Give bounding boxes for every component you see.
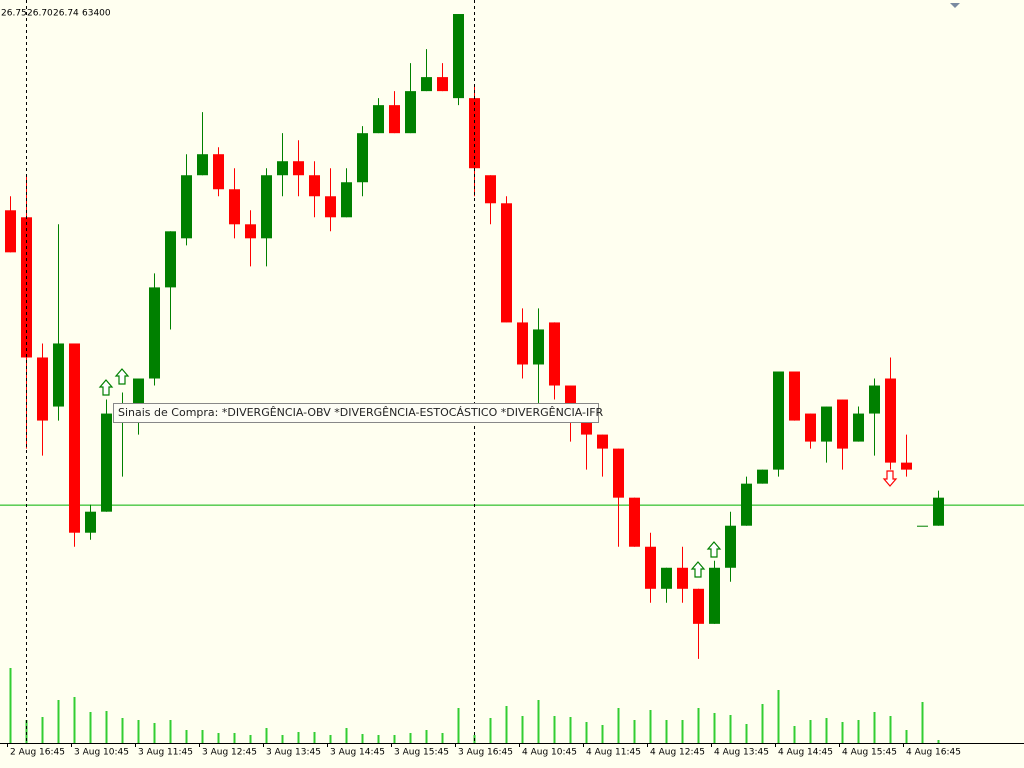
candle-body xyxy=(133,378,144,407)
candle-body xyxy=(373,105,384,134)
candle-body xyxy=(293,161,304,176)
candle-body xyxy=(645,546,656,589)
candle-body xyxy=(405,91,416,134)
candle-body xyxy=(37,357,48,421)
candle-body xyxy=(789,371,800,421)
buy-arrow xyxy=(706,541,722,558)
candle-body xyxy=(773,371,784,470)
tooltip-text: Sinais de Compra: *DIVERGÊNCIA-OBV *DIVE… xyxy=(118,406,604,419)
x-tick-label: 3 Aug 15:45 xyxy=(394,748,449,758)
x-tick-label: 3 Aug 16:45 xyxy=(458,748,513,758)
candle-body xyxy=(69,343,80,533)
candle-body xyxy=(517,322,528,365)
candle-body xyxy=(261,175,272,239)
candle-body xyxy=(149,287,160,379)
candle-body xyxy=(277,161,288,176)
candle-body xyxy=(341,182,352,218)
tooltip: Sinais de Compra: *DIVERGÊNCIA-OBV *DIVE… xyxy=(113,403,604,423)
candle-body xyxy=(597,434,608,449)
candle-body xyxy=(213,154,224,190)
header-value: 63400 xyxy=(82,9,111,19)
candle-body xyxy=(5,210,16,253)
x-tick-label: 3 Aug 14:45 xyxy=(330,748,385,758)
candle-body xyxy=(325,196,336,218)
candle-body xyxy=(869,385,880,414)
candle-body xyxy=(533,329,544,365)
x-tick-label: 3 Aug 13:45 xyxy=(266,748,321,758)
header-value: 26.75 xyxy=(1,9,27,19)
candle-body xyxy=(85,511,96,533)
candle-body xyxy=(901,462,912,470)
candle-body xyxy=(549,322,560,386)
candle-body xyxy=(885,378,896,463)
candle-body xyxy=(693,588,704,624)
x-tick-label: 2 Aug 16:45 xyxy=(10,748,65,758)
candle-body xyxy=(309,175,320,197)
candle-body xyxy=(629,497,640,547)
candle-body xyxy=(757,469,768,484)
x-tick-label: 4 Aug 16:45 xyxy=(906,748,961,758)
candle-body xyxy=(101,413,112,512)
candle-body xyxy=(21,217,32,358)
candle-body xyxy=(709,567,720,624)
candle-body xyxy=(501,203,512,323)
candle-body xyxy=(197,154,208,176)
tooltip-box xyxy=(113,403,599,423)
candle-body xyxy=(677,567,688,589)
candle-body xyxy=(53,343,64,407)
candle-body xyxy=(453,14,464,99)
plot xyxy=(0,14,1024,743)
candle-body xyxy=(613,448,624,498)
x-tick-label: 4 Aug 14:45 xyxy=(778,748,833,758)
x-tick-label: 4 Aug 13:45 xyxy=(714,748,769,758)
candle-body xyxy=(917,525,928,527)
x-tick-label: 3 Aug 10:45 xyxy=(74,748,129,758)
signal-arrows xyxy=(98,368,898,578)
buy-arrow xyxy=(690,561,706,578)
candle-body xyxy=(933,497,944,526)
candle-body xyxy=(357,133,368,183)
candle-body xyxy=(661,567,672,589)
candle-body xyxy=(853,413,864,442)
candle-body xyxy=(421,77,432,92)
x-tick-label: 4 Aug 15:45 xyxy=(842,748,897,758)
buy-arrow xyxy=(114,368,130,385)
ohlc-header: 26.75 26.70 26.74 63400 xyxy=(1,9,111,19)
candle-body xyxy=(725,525,736,568)
candle-body xyxy=(805,413,816,442)
x-tick-label: 3 Aug 11:45 xyxy=(138,748,193,758)
candle-body xyxy=(165,231,176,288)
header-value: 26.70 xyxy=(27,9,53,19)
candle-body xyxy=(229,189,240,225)
candle-body xyxy=(837,399,848,449)
candle-body xyxy=(581,420,592,435)
header-value: 26.74 xyxy=(53,9,79,19)
x-tick-label: 4 Aug 10:45 xyxy=(522,748,577,758)
candle-body xyxy=(485,175,496,204)
candle-body xyxy=(245,224,256,239)
x-tick-label: 4 Aug 11:45 xyxy=(586,748,641,758)
candle-body xyxy=(389,105,400,134)
x-tick-label: 3 Aug 12:45 xyxy=(202,748,257,758)
candle-body xyxy=(437,77,448,92)
scroll-marker xyxy=(950,3,960,8)
candle-body xyxy=(741,483,752,526)
candle-body xyxy=(181,175,192,239)
candle-body xyxy=(821,406,832,442)
sell-arrow xyxy=(882,470,898,487)
buy-arrow xyxy=(98,379,114,396)
x-tick-label: 4 Aug 12:45 xyxy=(650,748,705,758)
